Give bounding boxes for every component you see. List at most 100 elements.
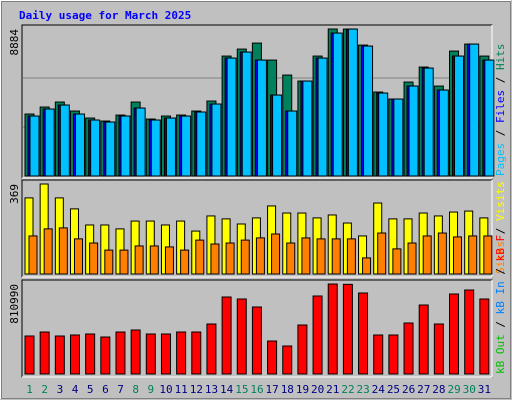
x-tick-label: 27: [417, 383, 430, 396]
legend-entry: Hits: [494, 44, 507, 71]
x-tick-label: 28: [432, 383, 445, 396]
bar: [149, 245, 159, 275]
bar: [225, 242, 235, 275]
bar: [255, 237, 265, 275]
bar: [317, 57, 328, 177]
bar: [226, 57, 237, 177]
bar: [181, 115, 192, 177]
bar: [73, 238, 83, 275]
x-tick-label: 26: [402, 383, 415, 396]
bar: [271, 233, 281, 275]
x-tick-label: 2: [41, 383, 48, 396]
bar: [403, 322, 414, 375]
bar: [210, 243, 220, 275]
x-tick-label: 12: [190, 383, 203, 396]
x-tick-label: 17: [266, 383, 279, 396]
x-tick-label: 8: [132, 383, 139, 396]
bar: [119, 249, 129, 275]
bar: [196, 111, 207, 177]
bar: [240, 239, 250, 275]
legend-entry: kB Out: [494, 334, 507, 374]
bar: [373, 334, 384, 375]
bar: [211, 103, 222, 177]
bar: [54, 335, 65, 375]
legend-entry: kB F: [494, 235, 507, 262]
bar: [105, 121, 116, 177]
bar: [362, 257, 372, 275]
bar: [251, 306, 262, 375]
bar: [453, 236, 463, 275]
bar: [120, 115, 131, 177]
bar: [191, 331, 202, 375]
x-tick-label: 18: [281, 383, 294, 396]
bar: [346, 238, 356, 275]
bar: [297, 324, 308, 375]
bar: [69, 334, 80, 375]
bar: [418, 304, 429, 375]
bar: [438, 89, 449, 177]
bar: [164, 246, 174, 275]
legend-separator: /: [494, 221, 507, 241]
legend-entry: Visits: [494, 181, 507, 221]
legend-separator: /: [494, 123, 507, 143]
chart-title: Daily usage for March 2025: [19, 9, 191, 22]
x-tick-label: 21: [326, 383, 339, 396]
bar: [388, 334, 399, 375]
x-tick-label: 19: [296, 383, 309, 396]
bar: [85, 333, 96, 375]
bar: [483, 235, 493, 275]
x-tick-label: 23: [357, 383, 370, 396]
bar: [408, 85, 419, 177]
bar: [176, 331, 187, 375]
bar: [479, 298, 490, 375]
bar: [437, 232, 447, 275]
bar: [206, 323, 217, 375]
bar: [145, 333, 156, 375]
bar: [29, 115, 40, 177]
bar: [221, 296, 232, 375]
x-tick-label: 25: [387, 383, 400, 396]
bar: [241, 51, 252, 177]
bar: [104, 249, 114, 275]
bar: [332, 32, 343, 177]
legend-entry: Sites: [494, 241, 507, 274]
x-tick-label: 13: [205, 383, 218, 396]
x-tick-label: 1: [26, 383, 33, 396]
bar: [150, 119, 161, 177]
x-tick-label: 31: [478, 383, 491, 396]
bar: [115, 331, 126, 375]
bar: [347, 28, 358, 177]
bar: [43, 228, 53, 275]
x-tick-label: 7: [117, 383, 124, 396]
x-tick-label: 16: [250, 383, 263, 396]
x-tick-label: 5: [87, 383, 94, 396]
bar: [316, 238, 326, 275]
x-tick-label: 14: [220, 383, 234, 396]
bar: [28, 235, 38, 275]
x-tick-label: 29: [447, 383, 460, 396]
bar: [363, 45, 374, 177]
bar: [160, 333, 171, 375]
x-tick-label: 3: [57, 383, 64, 396]
x-tick-label: 4: [72, 383, 79, 396]
bar: [165, 117, 176, 177]
bar: [195, 239, 205, 275]
legend-entry: Pages: [494, 143, 507, 176]
bar: [342, 283, 353, 375]
bar: [302, 80, 313, 177]
y-tick-label: 369: [8, 184, 21, 204]
x-tick-label: 20: [311, 383, 324, 396]
x-tick-label: 6: [102, 383, 109, 396]
bar: [393, 98, 404, 177]
bar: [134, 245, 144, 275]
x-tick-label: 22: [341, 383, 354, 396]
bar: [74, 113, 85, 177]
bar: [130, 329, 141, 375]
bar: [392, 248, 402, 275]
x-tick-label: 11: [175, 383, 188, 396]
bar: [39, 331, 50, 375]
bar: [484, 59, 495, 177]
bar: [422, 235, 432, 275]
